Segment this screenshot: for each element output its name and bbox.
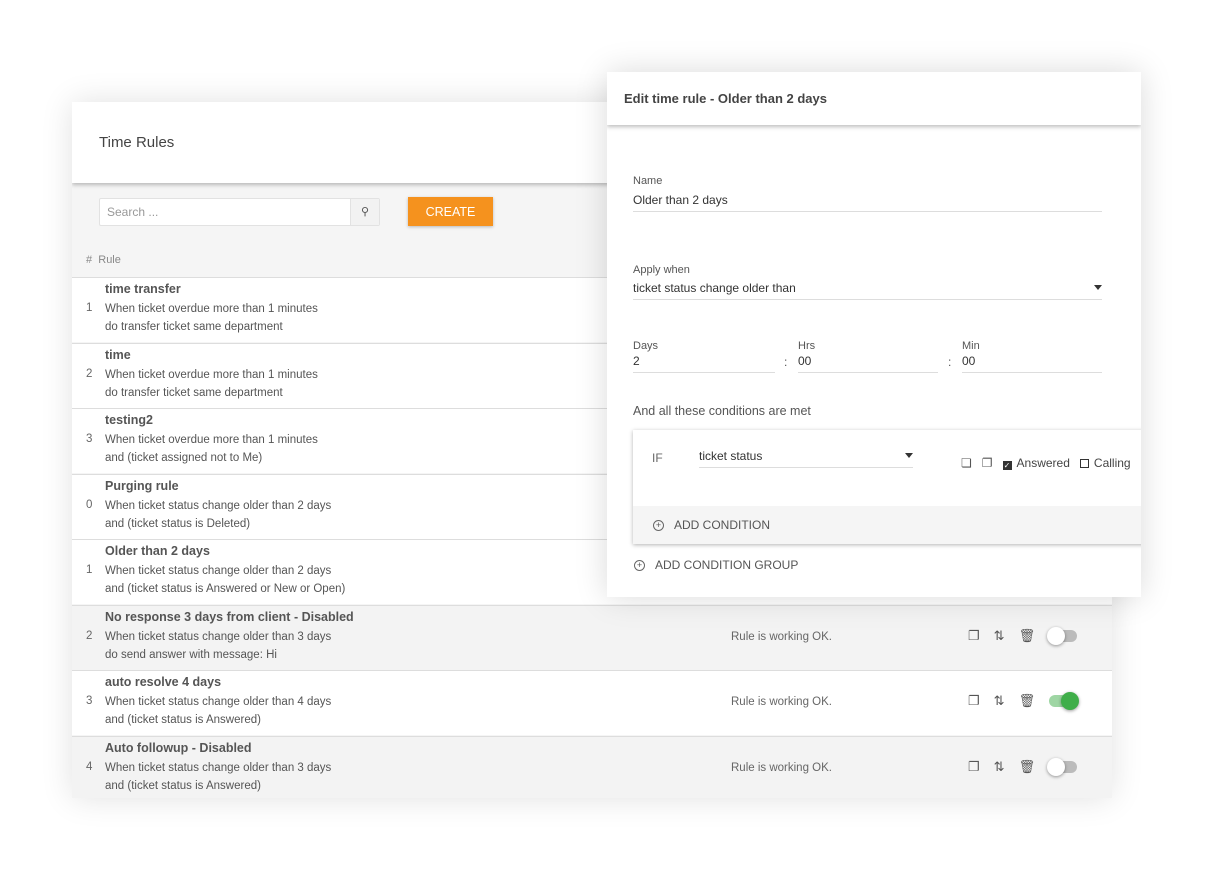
search-icon[interactable]: ⚲	[350, 199, 379, 225]
rule-condition: When ticket status change older than 2 d…	[105, 565, 332, 577]
edit-rule-dialog: Edit time rule - Older than 2 days Name …	[607, 72, 1141, 597]
table-header: # Rule	[86, 254, 121, 266]
table-row[interactable]: 2 No response 3 days from client - Disab…	[72, 604, 1112, 670]
table-row[interactable]: 3 auto resolve 4 days When ticket status…	[72, 670, 1112, 735]
name-input[interactable]: Older than 2 days	[633, 190, 1102, 212]
search-box: ⚲	[99, 198, 380, 226]
delete-icon[interactable]: 🗑	[1018, 693, 1036, 708]
caret-down-icon	[1094, 285, 1102, 290]
option-answered[interactable]: ✓ Answered	[1002, 456, 1070, 470]
row-number: 2	[86, 367, 93, 380]
page-title: Time Rules	[99, 134, 175, 151]
enable-toggle[interactable]	[1047, 757, 1078, 776]
rule-condition: When ticket status change older than 4 d…	[105, 696, 332, 708]
days-label: Days	[633, 340, 659, 352]
rule-name: Older than 2 days	[105, 544, 210, 558]
apply-when-select[interactable]: ticket status change older than	[633, 278, 1102, 300]
dialog-header: Edit time rule - Older than 2 days	[607, 72, 1141, 125]
name-label: Name	[633, 175, 663, 187]
colon: :	[784, 355, 788, 369]
table-row[interactable]: 4 Auto followup - Disabled When ticket s…	[72, 735, 1112, 798]
condition-footer: + ADD CONDITION	[633, 506, 1141, 544]
caret-down-icon	[905, 453, 913, 458]
row-number: 3	[86, 433, 93, 445]
rule-status: Rule is working OK.	[731, 761, 832, 774]
add-condition-group-button[interactable]: + ADD CONDITION GROUP	[634, 558, 798, 572]
rule-name: Auto followup - Disabled	[105, 740, 252, 755]
add-group-label: ADD CONDITION GROUP	[655, 558, 799, 572]
option-calling[interactable]: Calling	[1079, 456, 1131, 470]
rule-action: and (ticket assigned not to Me)	[105, 452, 263, 464]
rule-status: Rule is working OK.	[731, 696, 832, 708]
apply-when-value: ticket status change older than	[633, 281, 796, 295]
option-label: Calling	[1093, 456, 1131, 470]
search-input[interactable]	[100, 199, 350, 225]
delete-icon[interactable]: 🗑	[1018, 627, 1036, 643]
rule-action: and (ticket status is Answered)	[105, 714, 261, 726]
add-condition-label: ADD CONDITION	[674, 518, 770, 532]
min-label: Min	[962, 340, 980, 352]
checkbox-checked-icon: ✓	[1002, 461, 1012, 470]
rule-name: time	[105, 347, 131, 362]
copy-icon[interactable]: ❐	[968, 758, 980, 774]
conditions-label: And all these conditions are met	[633, 404, 811, 418]
rule-name: testing2	[105, 413, 153, 427]
rule-condition: When ticket overdue more than 1 minutes	[105, 368, 318, 381]
rule-action: and (ticket status is Deleted)	[105, 517, 251, 530]
days-input[interactable]: 2	[633, 351, 775, 373]
enable-toggle[interactable]	[1047, 626, 1078, 645]
row-number: 1	[86, 302, 93, 314]
rule-name: time transfer	[105, 282, 181, 296]
rule-name: auto resolve 4 days	[105, 675, 222, 689]
condition-field-select[interactable]: ticket status	[699, 446, 913, 468]
row-number: 2	[86, 629, 93, 642]
rule-name: No response 3 days from client - Disable…	[105, 609, 354, 624]
col-rule: Rule	[98, 254, 121, 266]
option-label: Answered	[1016, 456, 1070, 470]
rule-status: Rule is working OK.	[731, 630, 832, 643]
row-number: 1	[86, 564, 93, 576]
enable-toggle[interactable]	[1049, 692, 1080, 710]
rule-action: do send answer with message: Hi	[105, 648, 277, 661]
select-all-icon[interactable]: ❏	[961, 456, 972, 470]
row-number: 4	[86, 760, 93, 773]
rule-action: and (ticket status is Answered)	[105, 779, 261, 792]
reorder-icon[interactable]: ⇅	[993, 627, 1005, 643]
rule-action: and (ticket status is Answered or New or…	[105, 583, 346, 595]
rule-action: do transfer ticket same department	[105, 321, 283, 333]
copy-icon[interactable]: ❐	[981, 456, 993, 470]
add-condition-button[interactable]: + ADD CONDITION	[653, 518, 770, 532]
row-number: 0	[86, 498, 93, 511]
delete-icon[interactable]: 🗑	[1018, 758, 1036, 774]
rule-action: do transfer ticket same department	[105, 386, 283, 399]
rule-condition: When ticket overdue more than 1 minutes	[105, 434, 318, 446]
create-button[interactable]: CREATE	[408, 197, 493, 226]
hrs-input[interactable]: 00	[798, 351, 938, 373]
if-label: IF	[652, 451, 663, 465]
row-number: 3	[86, 695, 93, 707]
condition-field-value: ticket status	[699, 449, 763, 463]
plus-circle-icon: +	[653, 519, 664, 531]
copy-icon[interactable]: ❐	[968, 693, 980, 708]
copy-icon[interactable]: ❐	[968, 627, 980, 643]
plus-circle-icon: +	[634, 559, 645, 571]
reorder-icon[interactable]: ⇅	[993, 758, 1005, 774]
colon: :	[948, 355, 952, 369]
rule-condition: When ticket status change older than 2 d…	[105, 499, 332, 512]
dialog-title: Edit time rule - Older than 2 days	[624, 91, 827, 106]
rule-name: Purging rule	[105, 478, 179, 493]
rule-condition: When ticket status change older than 3 d…	[105, 630, 332, 643]
rule-condition: When ticket overdue more than 1 minutes	[105, 303, 318, 315]
rule-condition: When ticket status change older than 3 d…	[105, 761, 332, 774]
reorder-icon[interactable]: ⇅	[993, 693, 1005, 708]
min-input[interactable]: 00	[962, 351, 1102, 373]
apply-when-label: Apply when	[633, 264, 690, 276]
hrs-label: Hrs	[798, 340, 816, 352]
col-num: #	[86, 254, 93, 266]
condition-group: IF ticket status ❏ ❐ ✓ Answered Calling +…	[633, 430, 1141, 544]
checkbox-icon	[1079, 459, 1089, 468]
